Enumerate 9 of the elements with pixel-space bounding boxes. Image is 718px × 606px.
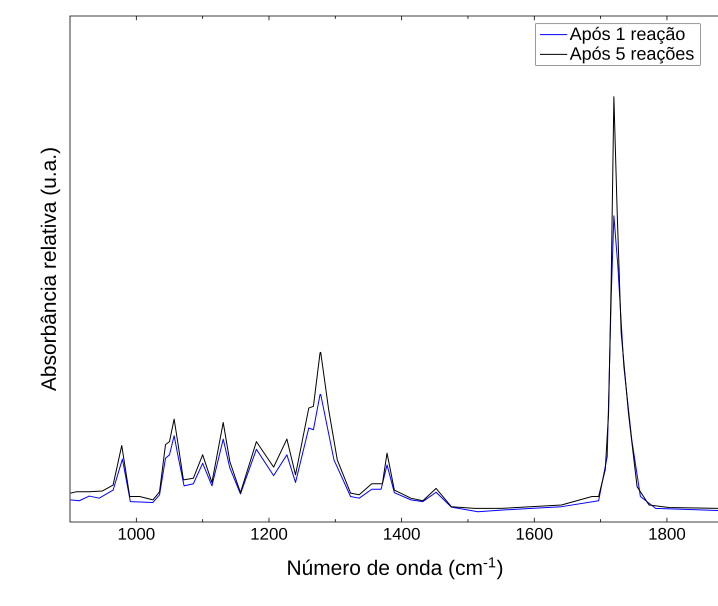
y-axis-title: Absorbância relativa (u.a.) bbox=[40, 148, 60, 392]
legend-label: Após 5 reações bbox=[570, 46, 694, 64]
x-tick-label: 1400 bbox=[384, 528, 420, 540]
x-tick-label: 1200 bbox=[251, 528, 288, 540]
x-tick-label: 1600 bbox=[516, 528, 552, 540]
legend-label: Após 1 reação bbox=[570, 26, 685, 44]
x-axis-title: Número de onda (cm$^{-1}$) bbox=[288, 557, 502, 580]
x-tick-label: 1000 bbox=[118, 528, 155, 540]
x-tick-label: 1800 bbox=[649, 528, 686, 540]
